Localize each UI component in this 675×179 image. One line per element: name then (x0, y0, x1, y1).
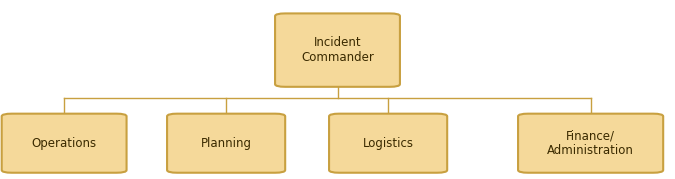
FancyBboxPatch shape (329, 114, 447, 173)
FancyBboxPatch shape (518, 114, 663, 173)
Text: Incident
Commander: Incident Commander (301, 36, 374, 64)
Text: Logistics: Logistics (362, 137, 414, 150)
FancyBboxPatch shape (275, 13, 400, 87)
FancyBboxPatch shape (167, 114, 285, 173)
Text: Operations: Operations (32, 137, 97, 150)
Text: Finance/
Administration: Finance/ Administration (547, 129, 634, 157)
FancyBboxPatch shape (2, 114, 127, 173)
Text: Planning: Planning (200, 137, 252, 150)
